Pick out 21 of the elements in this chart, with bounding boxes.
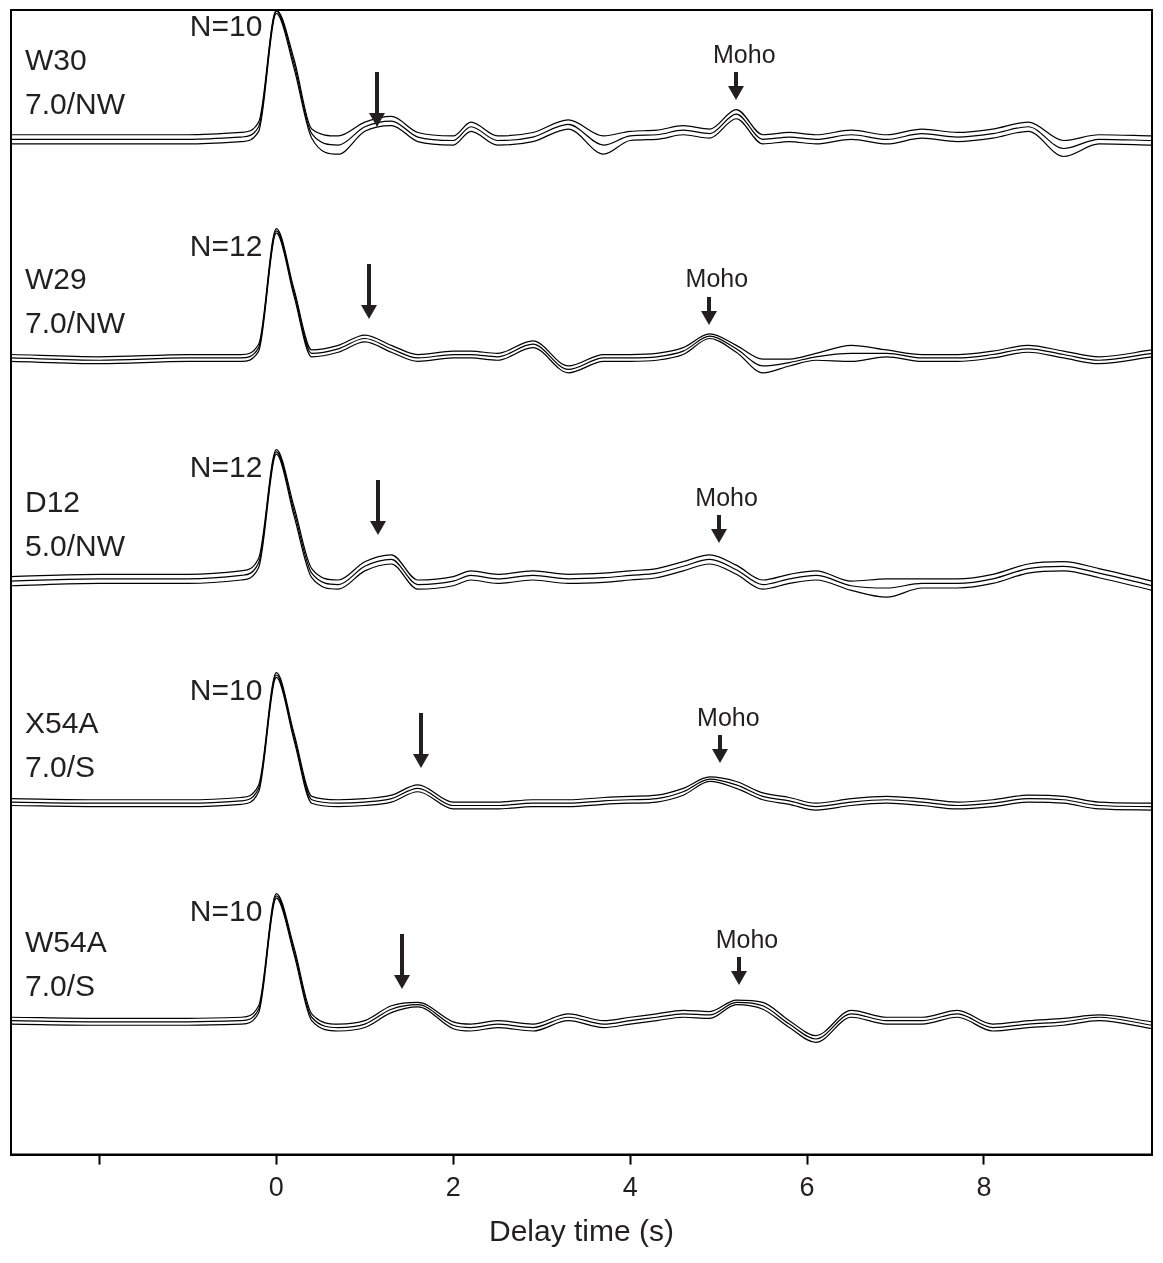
annotation: Moho	[713, 39, 776, 68]
series-label: W54A 7.0/S	[25, 924, 107, 1002]
series-label: D12 5.0/NW	[25, 485, 126, 563]
annotation: Moho	[697, 702, 760, 731]
annotation: N=10	[189, 9, 263, 43]
x-tick-label: 4	[622, 1172, 638, 1203]
annotation: Moho	[695, 482, 758, 511]
series-label: W30 7.0/NW	[25, 43, 126, 121]
annotation: N=10	[189, 673, 263, 707]
x-axis-title: Delay time (s)	[488, 1214, 675, 1248]
x-tick-label: 8	[976, 1172, 992, 1203]
x-tick-label: 6	[799, 1172, 815, 1203]
annotation: N=12	[189, 450, 263, 484]
annotation: N=10	[189, 894, 263, 928]
annotation: Moho	[685, 264, 749, 293]
x-tick-label: 2	[445, 1172, 461, 1203]
x-tick-label: 0	[268, 1172, 284, 1203]
annotation: Moho	[715, 924, 779, 953]
annotation: N=12	[189, 229, 263, 263]
series-label: W29 7.0/NW	[25, 261, 126, 339]
series-label: X54A 7.0/S	[25, 706, 99, 784]
